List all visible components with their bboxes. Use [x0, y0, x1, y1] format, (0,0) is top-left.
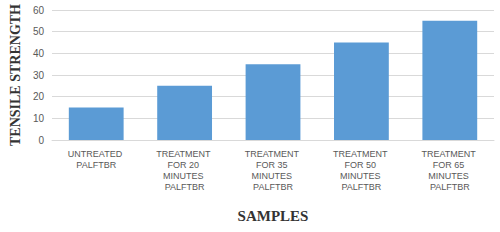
svg-text:30: 30 — [33, 70, 45, 81]
svg-text:MINUTES: MINUTES — [252, 171, 295, 181]
svg-text:PALFTBR: PALFTBR — [76, 160, 116, 170]
svg-text:50: 50 — [33, 26, 45, 37]
svg-text:0: 0 — [38, 135, 44, 146]
svg-text:MINUTES: MINUTES — [428, 171, 471, 181]
svg-text:FOR 35: FOR 35 — [256, 160, 290, 170]
svg-text:FOR 20: FOR 20 — [168, 160, 202, 170]
svg-text:TREATMENT: TREATMENT — [421, 149, 478, 159]
svg-text:PALFTBR: PALFTBR — [430, 182, 470, 192]
svg-text:MINUTES: MINUTES — [340, 171, 383, 181]
svg-text:TENSILE STRENGTH: TENSILE STRENGTH — [8, 4, 23, 146]
svg-text:20: 20 — [33, 91, 45, 102]
svg-text:10: 10 — [33, 113, 45, 124]
svg-text:PALFTBR: PALFTBR — [341, 182, 381, 192]
svg-text:TREATMENT: TREATMENT — [156, 149, 213, 159]
svg-text:40: 40 — [33, 48, 45, 59]
svg-text:60: 60 — [33, 5, 45, 16]
svg-text:TREATMENT: TREATMENT — [333, 149, 390, 159]
svg-text:FOR 65: FOR 65 — [433, 160, 467, 170]
svg-text:TREATMENT: TREATMENT — [245, 149, 302, 159]
svg-text:PALFTBR: PALFTBR — [165, 182, 205, 192]
svg-text:FOR 50: FOR 50 — [344, 160, 378, 170]
svg-text:UNTREATED: UNTREATED — [68, 149, 125, 159]
svg-text:SAMPLES: SAMPLES — [238, 208, 309, 224]
svg-text:PALFTBR: PALFTBR — [253, 182, 293, 192]
svg-text:MINUTES: MINUTES — [163, 171, 206, 181]
